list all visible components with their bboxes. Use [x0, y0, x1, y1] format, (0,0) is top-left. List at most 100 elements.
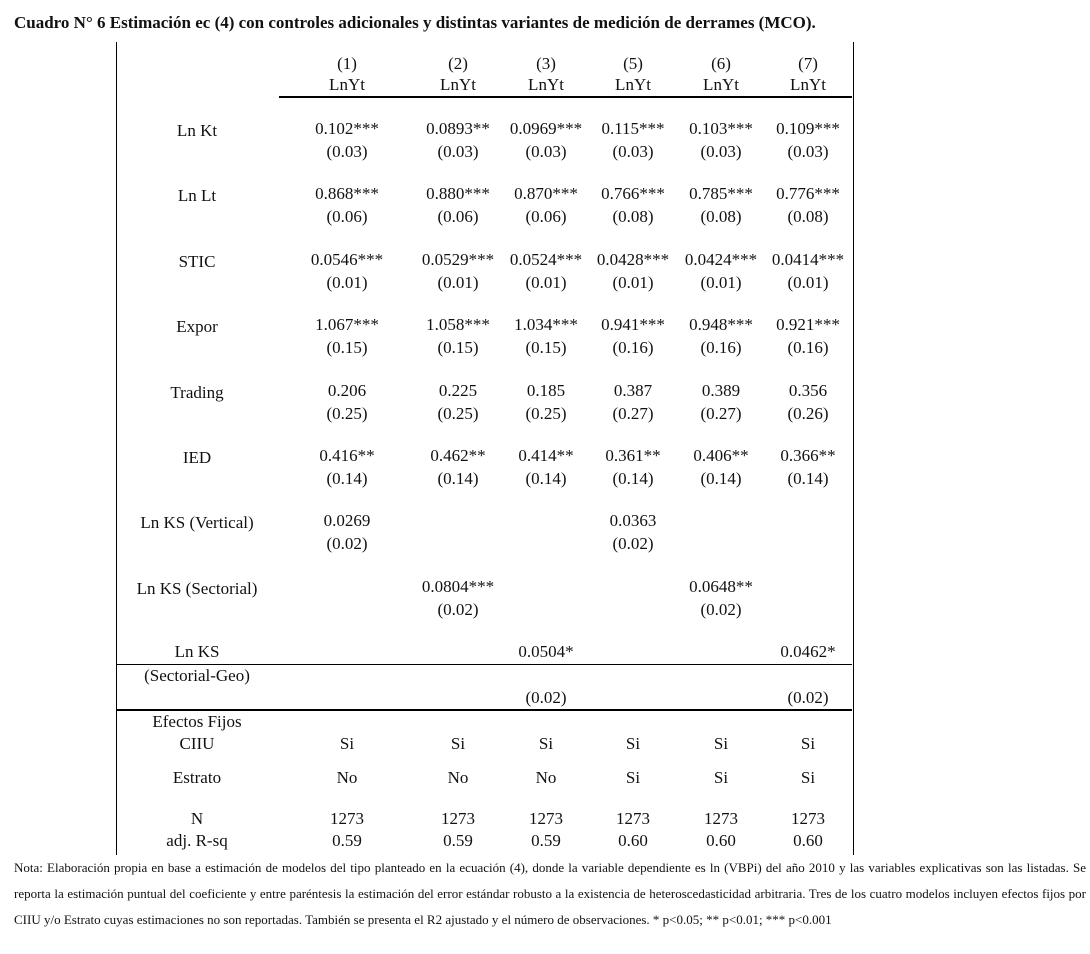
- column-number: (3): [536, 54, 556, 73]
- se-cell: (0.03): [612, 142, 654, 161]
- coef-cell: 0.870***: [514, 184, 578, 203]
- estrato-label: Estrato: [172, 768, 222, 787]
- coef-cell: 0.785***: [689, 184, 753, 203]
- coef-cell: 0.766***: [601, 184, 665, 203]
- column-dependent-var: LnYt: [528, 75, 564, 94]
- r2-cell: 0.60: [618, 831, 648, 850]
- n-cell: 1273: [704, 809, 738, 828]
- column-number: (6): [711, 54, 731, 73]
- coef-cell: 0.361**: [605, 446, 661, 465]
- se-cell: (0.14): [326, 469, 368, 488]
- r2-cell: 0.60: [793, 831, 823, 850]
- row-label: STIC: [178, 252, 216, 271]
- ciiu-label: CIIU: [179, 734, 215, 753]
- se-cell: (0.03): [326, 142, 368, 161]
- fixed-effects-label: Efectos Fijos: [152, 712, 242, 731]
- se-cell: (0.15): [326, 338, 368, 357]
- coef-cell: 0.941***: [601, 315, 665, 334]
- column-dependent-var: LnYt: [615, 75, 651, 94]
- regression-table: [116, 42, 854, 855]
- ciiu-cell: Si: [339, 734, 355, 753]
- coef-cell: 0.0504*: [518, 642, 574, 661]
- n-cell: 1273: [791, 809, 825, 828]
- coef-cell: 0.0424***: [684, 250, 758, 269]
- coef-cell: 0.0269: [323, 511, 371, 530]
- se-cell: (0.03): [700, 142, 742, 161]
- se-cell: (0.01): [612, 273, 654, 292]
- se-cell: (0.06): [437, 207, 479, 226]
- se-cell: (0.08): [787, 207, 829, 226]
- se-cell: (0.16): [700, 338, 742, 357]
- row-label: Trading: [170, 383, 224, 402]
- se-cell: (0.02): [700, 600, 742, 619]
- ciiu-cell: Si: [713, 734, 729, 753]
- estrato-cell: Si: [625, 768, 641, 787]
- coef-cell: 0.921***: [776, 315, 840, 334]
- coef-cell: 0.0969***: [509, 119, 583, 138]
- n-cell: 1273: [529, 809, 563, 828]
- se-cell: (0.14): [437, 469, 479, 488]
- ciiu-cell: Si: [625, 734, 641, 753]
- r2-cell: 0.59: [443, 831, 473, 850]
- r2-cell: 0.59: [332, 831, 362, 850]
- estrato-cell: No: [447, 768, 469, 787]
- coef-cell: 0.109***: [776, 119, 840, 138]
- se-cell: (0.25): [437, 404, 479, 423]
- coef-cell: 1.067***: [315, 315, 379, 334]
- se-cell: (0.15): [437, 338, 479, 357]
- se-cell: (0.08): [612, 207, 654, 226]
- row-label: Ln KS (Vertical): [140, 513, 254, 532]
- coef-cell: 0.389: [701, 381, 741, 400]
- coef-cell: 0.776***: [776, 184, 840, 203]
- n-cell: 1273: [441, 809, 475, 828]
- coef-cell: 0.868***: [315, 184, 379, 203]
- coef-cell: 0.102***: [315, 119, 379, 138]
- coef-cell: 0.948***: [689, 315, 753, 334]
- coef-cell: 0.387: [613, 381, 653, 400]
- se-cell: (0.25): [525, 404, 567, 423]
- se-cell: (0.25): [326, 404, 368, 423]
- coef-cell: 0.880***: [426, 184, 490, 203]
- estrato-cell: Si: [800, 768, 816, 787]
- ks-geo-separator: [116, 664, 852, 665]
- se-cell: (0.08): [700, 207, 742, 226]
- column-dependent-var: LnYt: [703, 75, 739, 94]
- row-label: IED: [182, 448, 212, 467]
- coef-cell: 0.0804***: [421, 577, 495, 596]
- table-note: Nota: Elaboración propia en base a estim…: [14, 860, 1086, 927]
- se-cell: (0.27): [612, 404, 654, 423]
- body-bottom-rule: [116, 709, 852, 711]
- n-cell: 1273: [616, 809, 650, 828]
- coef-cell: 0.366**: [780, 446, 836, 465]
- r2-cell: 0.59: [531, 831, 561, 850]
- se-cell: (0.02): [787, 688, 829, 707]
- se-cell: (0.16): [787, 338, 829, 357]
- coef-cell: 0.225: [438, 381, 478, 400]
- coef-cell: 1.034***: [514, 315, 578, 334]
- ciiu-cell: Si: [538, 734, 554, 753]
- se-cell: (0.02): [326, 534, 368, 553]
- coef-cell: 0.414**: [518, 446, 574, 465]
- se-cell: (0.02): [612, 534, 654, 553]
- coef-cell: 0.0529***: [421, 250, 495, 269]
- coef-cell: 0.356: [788, 381, 828, 400]
- table-title: Cuadro N° 6 Estimación ec (4) con contro…: [14, 13, 816, 32]
- row-label: Expor: [176, 317, 218, 336]
- se-cell: (0.26): [787, 404, 829, 423]
- row-label: Ln Kt: [176, 121, 218, 140]
- coef-cell: 0.0414***: [771, 250, 845, 269]
- column-number: (7): [798, 54, 818, 73]
- column-dependent-var: LnYt: [329, 75, 365, 94]
- column-dependent-var: LnYt: [440, 75, 476, 94]
- se-cell: (0.14): [787, 469, 829, 488]
- coef-cell: 0.115***: [601, 119, 665, 138]
- se-cell: (0.01): [787, 273, 829, 292]
- se-cell: (0.03): [437, 142, 479, 161]
- se-cell: (0.02): [525, 688, 567, 707]
- row-label: Ln KS (Sectorial): [136, 579, 258, 598]
- coef-cell: 0.0524***: [509, 250, 583, 269]
- row-label: (Sectorial-Geo): [144, 666, 250, 685]
- estrato-cell: No: [535, 768, 557, 787]
- coef-cell: 0.206: [327, 381, 367, 400]
- coef-cell: 0.0363: [609, 511, 657, 530]
